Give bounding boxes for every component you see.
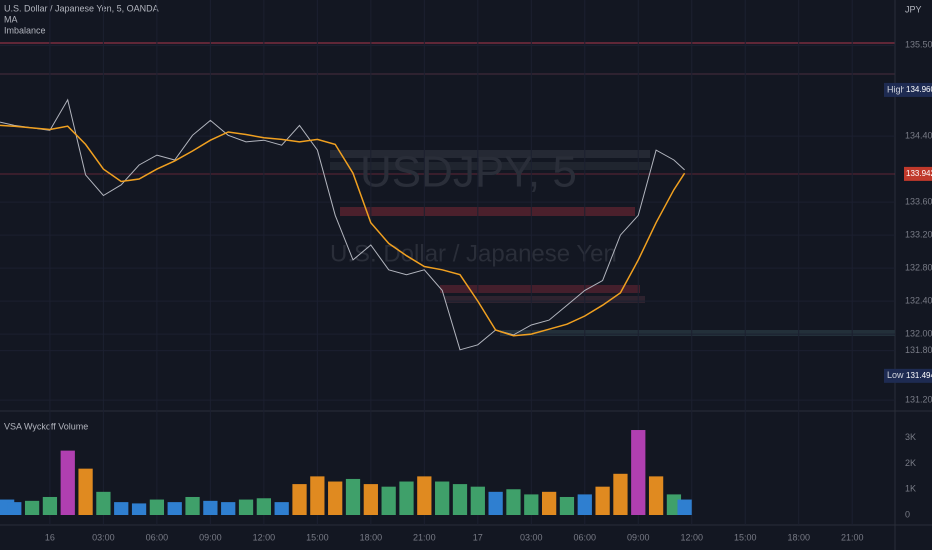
- volume-bar: [167, 502, 182, 515]
- volume-bar: [256, 498, 271, 515]
- y-tick-label: 132.000: [905, 328, 932, 338]
- low-tag-label: Low: [887, 370, 904, 380]
- x-tick-label: 18:00: [787, 532, 810, 542]
- imbalance-zone: [445, 296, 645, 303]
- volume-bar: [470, 486, 485, 515]
- y-tick-label: 131.800: [905, 345, 932, 355]
- volume-bar: [488, 491, 503, 515]
- x-tick-label: 18:00: [360, 532, 383, 542]
- low-tag-box: [904, 368, 932, 383]
- x-tick-label: 17: [473, 532, 483, 542]
- volume-bar: [60, 450, 75, 515]
- legend-annotation: Imbalance: [4, 25, 46, 35]
- volume-bar: [185, 496, 200, 515]
- x-tick-label: 09:00: [199, 532, 222, 542]
- high-tag-box: [904, 82, 932, 97]
- volume-bar: [203, 500, 218, 515]
- volume-bar: [577, 494, 592, 515]
- y-tick-label: 134.400: [905, 130, 932, 140]
- x-tick-label: 16: [45, 532, 55, 542]
- y-tick-label: 133.600: [905, 196, 932, 206]
- x-tick-label: 06:00: [574, 532, 597, 542]
- imbalance-zone: [330, 162, 650, 170]
- volume-bar: [524, 494, 539, 515]
- volume-bar: [435, 481, 450, 515]
- volume-bar: [24, 500, 40, 515]
- volume-title: VSA Wyckoff Volume: [4, 421, 88, 431]
- imbalance-zone: [340, 207, 635, 216]
- x-tick-label: 21:00: [841, 532, 864, 542]
- price-line: [0, 124, 686, 337]
- high-tag-value: 134.960: [906, 85, 932, 94]
- high-tag-label: High: [887, 84, 906, 94]
- legend-series: MA: [4, 14, 18, 24]
- x-tick-label: 12:00: [253, 532, 276, 542]
- volume-bar: [363, 484, 378, 515]
- legend-series: U.S. Dollar / Japanese Yen, 5, OANDA: [4, 3, 159, 13]
- volume-bar: [452, 484, 468, 515]
- x-tick-label: 06:00: [146, 532, 169, 542]
- volume-bar: [292, 484, 307, 515]
- volume-bar: [131, 503, 147, 515]
- y-tick-label: 135.500: [905, 40, 932, 50]
- volume-bar: [78, 468, 93, 515]
- imbalance-zone: [440, 285, 640, 293]
- imbalance-zone: [330, 150, 650, 158]
- last-tag-box: [904, 166, 932, 181]
- x-tick-label: 15:00: [734, 532, 757, 542]
- volume-tick-label: 0: [905, 509, 910, 519]
- watermark-subtitle: U.S. Dollar / Japanese Yen: [330, 240, 617, 267]
- volume-bar: [613, 473, 628, 515]
- watermark: USDJPY, 5: [360, 148, 577, 197]
- volume-tick-label: 2K: [905, 458, 916, 468]
- volume-bar: [381, 486, 396, 515]
- volume-bar: [399, 481, 414, 515]
- x-tick-label: 21:00: [413, 532, 436, 542]
- volume-bar: [310, 476, 325, 515]
- x-tick-label: 03:00: [92, 532, 115, 542]
- x-tick-label: 03:00: [520, 532, 543, 542]
- volume-tick-label: 3K: [905, 432, 916, 442]
- volume-bar: [328, 481, 343, 515]
- volume-bar: [559, 496, 575, 515]
- y-tick-label: 132.400: [905, 295, 932, 305]
- volume-bar: [631, 430, 646, 515]
- low-tag-bg: [884, 368, 904, 383]
- x-tick-label: 09:00: [627, 532, 650, 542]
- volume-bar: [648, 476, 664, 515]
- volume-bar: [221, 502, 236, 515]
- volume-bar: [114, 502, 129, 515]
- volume-bar: [238, 499, 254, 515]
- imbalance-zone: [500, 330, 895, 336]
- y-tick-label: 132.800: [905, 262, 932, 272]
- volume-bar: [7, 502, 22, 515]
- high-tag-bg: [884, 82, 904, 97]
- last-tag-value: 133.942: [906, 169, 932, 178]
- volume-bar: [677, 499, 692, 515]
- x-tick-label: 15:00: [306, 532, 329, 542]
- volume-tick-label: 1K: [905, 484, 916, 494]
- volume-bar: [417, 476, 432, 515]
- y-tick-label: 133.200: [905, 229, 932, 239]
- volume-bar: [345, 478, 361, 515]
- volume-bar: [274, 502, 289, 515]
- volume-bar: [541, 491, 557, 515]
- low-tag-value: 131.494: [906, 371, 932, 380]
- price-line: [0, 98, 685, 351]
- volume-bar: [42, 496, 58, 515]
- y-axis-label: JPY: [905, 4, 922, 14]
- volume-bar: [149, 499, 165, 515]
- volume-bar: [96, 491, 111, 515]
- volume-bar: [595, 486, 610, 515]
- y-tick-label: 131.200: [905, 394, 932, 404]
- volume-bar: [506, 489, 521, 515]
- x-tick-label: 12:00: [680, 532, 703, 542]
